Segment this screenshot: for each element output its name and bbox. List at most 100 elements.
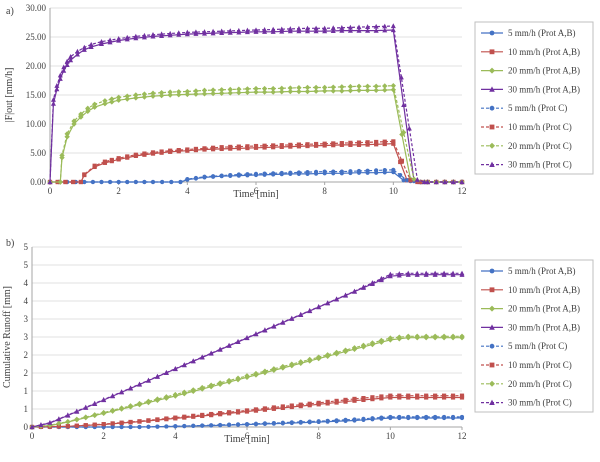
data-point xyxy=(210,90,216,97)
data-point xyxy=(167,92,173,98)
data-point xyxy=(83,404,89,410)
panel-label: a) xyxy=(6,6,14,17)
data-point xyxy=(100,409,107,416)
data-point xyxy=(201,91,208,97)
data-point xyxy=(365,27,371,33)
data-point xyxy=(374,139,379,145)
data-point xyxy=(47,419,53,425)
data-point xyxy=(313,28,319,34)
data-point xyxy=(145,398,152,405)
data-point xyxy=(382,139,387,144)
data-point xyxy=(102,98,108,104)
series-30-mm-h-prot-c- xyxy=(29,270,465,430)
data-point xyxy=(102,101,108,107)
data-point xyxy=(159,31,165,37)
data-point xyxy=(270,85,276,92)
data-point xyxy=(405,270,411,276)
x-tick-label: 2 xyxy=(116,186,121,196)
data-point xyxy=(245,144,250,149)
data-point xyxy=(279,143,284,148)
data-point xyxy=(262,368,268,374)
data-point xyxy=(296,85,302,91)
data-point xyxy=(244,422,250,427)
data-point xyxy=(92,422,97,427)
data-point xyxy=(406,414,411,420)
legend-box xyxy=(474,21,594,175)
legend-swatch-marker xyxy=(489,105,495,111)
data-point xyxy=(115,94,122,101)
data-point xyxy=(88,41,94,47)
data-point xyxy=(298,419,303,425)
y-tick-label: 5 xyxy=(24,260,29,270)
legend-label: 20 mm/h (Prot C) xyxy=(508,141,572,151)
data-point xyxy=(287,26,293,31)
data-point xyxy=(433,393,438,398)
data-point xyxy=(391,167,396,172)
legend-swatch-marker xyxy=(489,49,495,55)
data-point xyxy=(356,140,362,145)
data-point xyxy=(146,424,151,429)
data-point xyxy=(313,84,319,91)
data-point xyxy=(261,89,268,95)
data-point xyxy=(364,83,371,89)
data-point xyxy=(316,304,322,309)
data-point xyxy=(65,412,71,418)
data-point xyxy=(270,89,276,95)
data-point xyxy=(425,179,431,185)
data-point xyxy=(74,48,80,54)
legend-swatch-marker xyxy=(489,268,495,274)
data-point xyxy=(150,179,156,185)
data-point xyxy=(339,169,344,174)
data-point xyxy=(304,88,311,95)
data-point xyxy=(163,369,169,375)
x-tick-label: 0 xyxy=(48,186,53,196)
data-point xyxy=(356,83,362,89)
data-point xyxy=(155,424,160,429)
data-point xyxy=(296,170,302,175)
data-point xyxy=(228,144,233,150)
data-point xyxy=(361,396,366,401)
data-point xyxy=(289,315,295,321)
data-point xyxy=(245,172,250,177)
data-point xyxy=(235,422,241,427)
data-point xyxy=(279,26,285,32)
data-point xyxy=(450,414,456,420)
data-point xyxy=(90,179,96,185)
legend-entry: 30 mm/h (Prot A,B) xyxy=(481,84,580,94)
data-point xyxy=(433,414,438,420)
data-point xyxy=(54,83,60,88)
data-point xyxy=(193,91,199,97)
data-point xyxy=(280,363,286,370)
data-point xyxy=(261,85,268,92)
data-point xyxy=(172,365,178,371)
data-point xyxy=(56,416,62,421)
legend-swatch-marker xyxy=(489,287,495,293)
data-point xyxy=(158,92,165,99)
data-point xyxy=(150,93,156,99)
data-point xyxy=(209,423,214,428)
data-point xyxy=(330,84,336,90)
data-point xyxy=(361,416,366,421)
data-point xyxy=(63,179,68,185)
data-point xyxy=(405,333,411,339)
legend-entry: 30 mm/h (Prot C) xyxy=(481,160,572,170)
data-point xyxy=(178,179,183,185)
legend-label: 20 mm/h (Prot C) xyxy=(508,379,572,389)
data-point xyxy=(253,85,259,92)
data-point xyxy=(378,337,385,344)
y-tick-label: 2 xyxy=(24,350,29,360)
data-point xyxy=(150,90,156,96)
legend-label: 30 mm/h (Prot C) xyxy=(508,398,572,408)
y-tick-label: 5.00 xyxy=(30,148,46,158)
data-point xyxy=(142,151,147,156)
legend-entry: 5 mm/h (Prot A,B) xyxy=(481,266,576,276)
data-point xyxy=(200,412,205,418)
data-point xyxy=(38,422,44,427)
data-point xyxy=(101,422,106,427)
data-point xyxy=(68,57,74,63)
y-tick-label: 3 xyxy=(24,332,29,342)
data-point xyxy=(227,86,233,93)
data-point xyxy=(124,93,130,99)
data-point xyxy=(85,108,91,114)
